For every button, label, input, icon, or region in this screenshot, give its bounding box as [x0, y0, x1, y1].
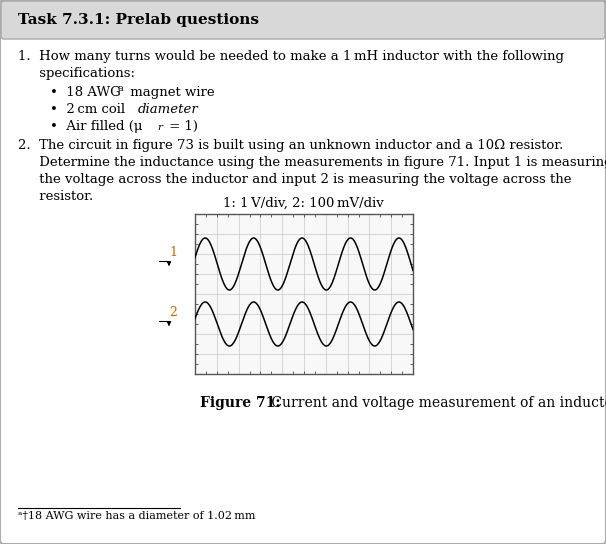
Text: the voltage across the inductor and input 2 is measuring the voltage across the: the voltage across the inductor and inpu…	[18, 173, 571, 186]
Text: 2: 2	[169, 306, 177, 319]
Text: 1: 1 V/div, 2: 100 mV/div: 1: 1 V/div, 2: 100 mV/div	[222, 197, 384, 210]
Text: •  2 cm coil: • 2 cm coil	[50, 103, 129, 116]
Text: Current and voltage measurement of an inductor: Current and voltage measurement of an in…	[267, 396, 606, 410]
Text: diameter: diameter	[138, 103, 199, 116]
Text: •  Air filled (μ: • Air filled (μ	[50, 120, 142, 133]
Text: a: a	[118, 84, 124, 93]
Text: 1.  How many turns would be needed to make a 1 mH inductor with the following: 1. How many turns would be needed to mak…	[18, 50, 564, 63]
Text: resistor.: resistor.	[18, 190, 93, 203]
FancyArrowPatch shape	[167, 262, 171, 265]
Text: 1: 1	[169, 246, 177, 259]
Text: •  18 AWG: • 18 AWG	[50, 86, 121, 99]
Text: Task 7.3.1: Prelab questions: Task 7.3.1: Prelab questions	[18, 13, 259, 27]
Text: 2.  The circuit in figure 73 is built using an unknown inductor and a 10Ω resist: 2. The circuit in figure 73 is built usi…	[18, 139, 564, 152]
Text: specifications:: specifications:	[18, 67, 135, 80]
Text: = 1): = 1)	[165, 120, 198, 133]
Text: magnet wire: magnet wire	[126, 86, 215, 99]
Text: Figure 71:: Figure 71:	[200, 396, 281, 410]
Text: ᵃ†18 AWG wire has a diameter of 1.02 mm: ᵃ†18 AWG wire has a diameter of 1.02 mm	[18, 511, 256, 521]
Text: Determine the inductance using the measurements in figure 71. Input 1 is measuri: Determine the inductance using the measu…	[18, 156, 606, 169]
Text: r: r	[157, 123, 162, 132]
FancyArrowPatch shape	[167, 322, 171, 325]
FancyBboxPatch shape	[1, 1, 605, 39]
